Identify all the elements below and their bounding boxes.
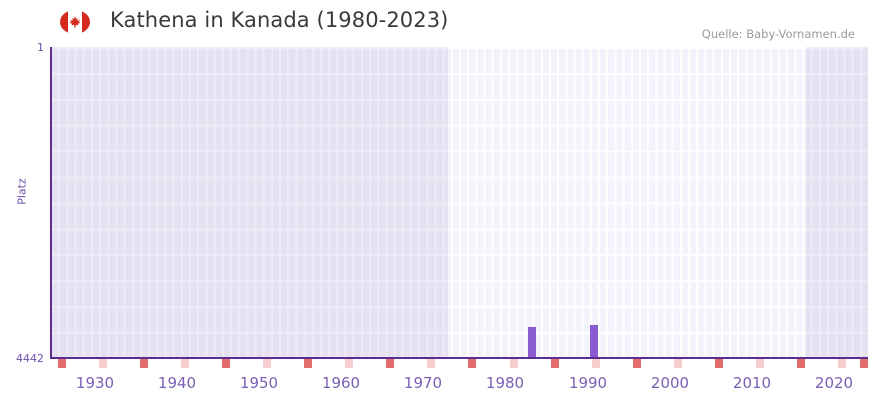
x-tick-label: 1930 [75, 374, 115, 392]
x-axis-line [50, 357, 868, 359]
decade-marker [633, 359, 641, 368]
decade-marker [386, 359, 394, 368]
y-tick-top: 1 [37, 41, 44, 54]
flag-band-left [60, 10, 68, 34]
halfdecade-marker [181, 359, 189, 368]
decade-marker [551, 359, 559, 368]
decade-marker [140, 359, 148, 368]
shaded-region-right [806, 47, 868, 358]
halfdecade-marker [345, 359, 353, 368]
x-tick-label: 1990 [568, 374, 608, 392]
bar-1996[interactable] [590, 325, 598, 358]
page-title: Kathena in Kanada (1980-2023) [110, 8, 449, 32]
decade-marker [304, 359, 312, 368]
decade-marker [58, 359, 66, 368]
decade-marker [860, 359, 868, 368]
halfdecade-marker [756, 359, 764, 368]
decade-marker [797, 359, 805, 368]
bar-1988[interactable] [528, 327, 536, 358]
halfdecade-marker [263, 359, 271, 368]
y-tick-bottom: 4442 [16, 352, 44, 365]
canada-flag-icon [60, 10, 90, 34]
halfdecade-marker [838, 359, 846, 368]
halfdecade-marker [510, 359, 518, 368]
x-tick-label: 2000 [650, 374, 690, 392]
x-tick-label: 1960 [321, 374, 361, 392]
y-axis-label: Platz [15, 178, 29, 205]
plot-area [50, 47, 868, 358]
grid-lines [50, 47, 868, 358]
decade-marker [468, 359, 476, 368]
decade-marker-strip [50, 359, 868, 368]
flag-band-right [82, 10, 90, 34]
x-tick-label: 1950 [239, 374, 279, 392]
x-tick-label: 2010 [732, 374, 772, 392]
decade-marker [222, 359, 230, 368]
x-tick-label: 1970 [403, 374, 443, 392]
x-tick-label: 2020 [814, 374, 854, 392]
y-axis-line [50, 47, 52, 359]
decade-marker [715, 359, 723, 368]
chart-header: Kathena in Kanada (1980-2023) Quelle: Ba… [0, 0, 873, 42]
x-tick-label: 1980 [485, 374, 525, 392]
halfdecade-marker [99, 359, 107, 368]
shaded-region-left [50, 47, 448, 358]
halfdecade-marker [674, 359, 682, 368]
halfdecade-marker [592, 359, 600, 368]
halfdecade-marker [427, 359, 435, 368]
maple-leaf-icon [69, 16, 81, 28]
x-tick-label: 1940 [157, 374, 197, 392]
source-label: Quelle: Baby-Vornamen.de [701, 27, 855, 41]
